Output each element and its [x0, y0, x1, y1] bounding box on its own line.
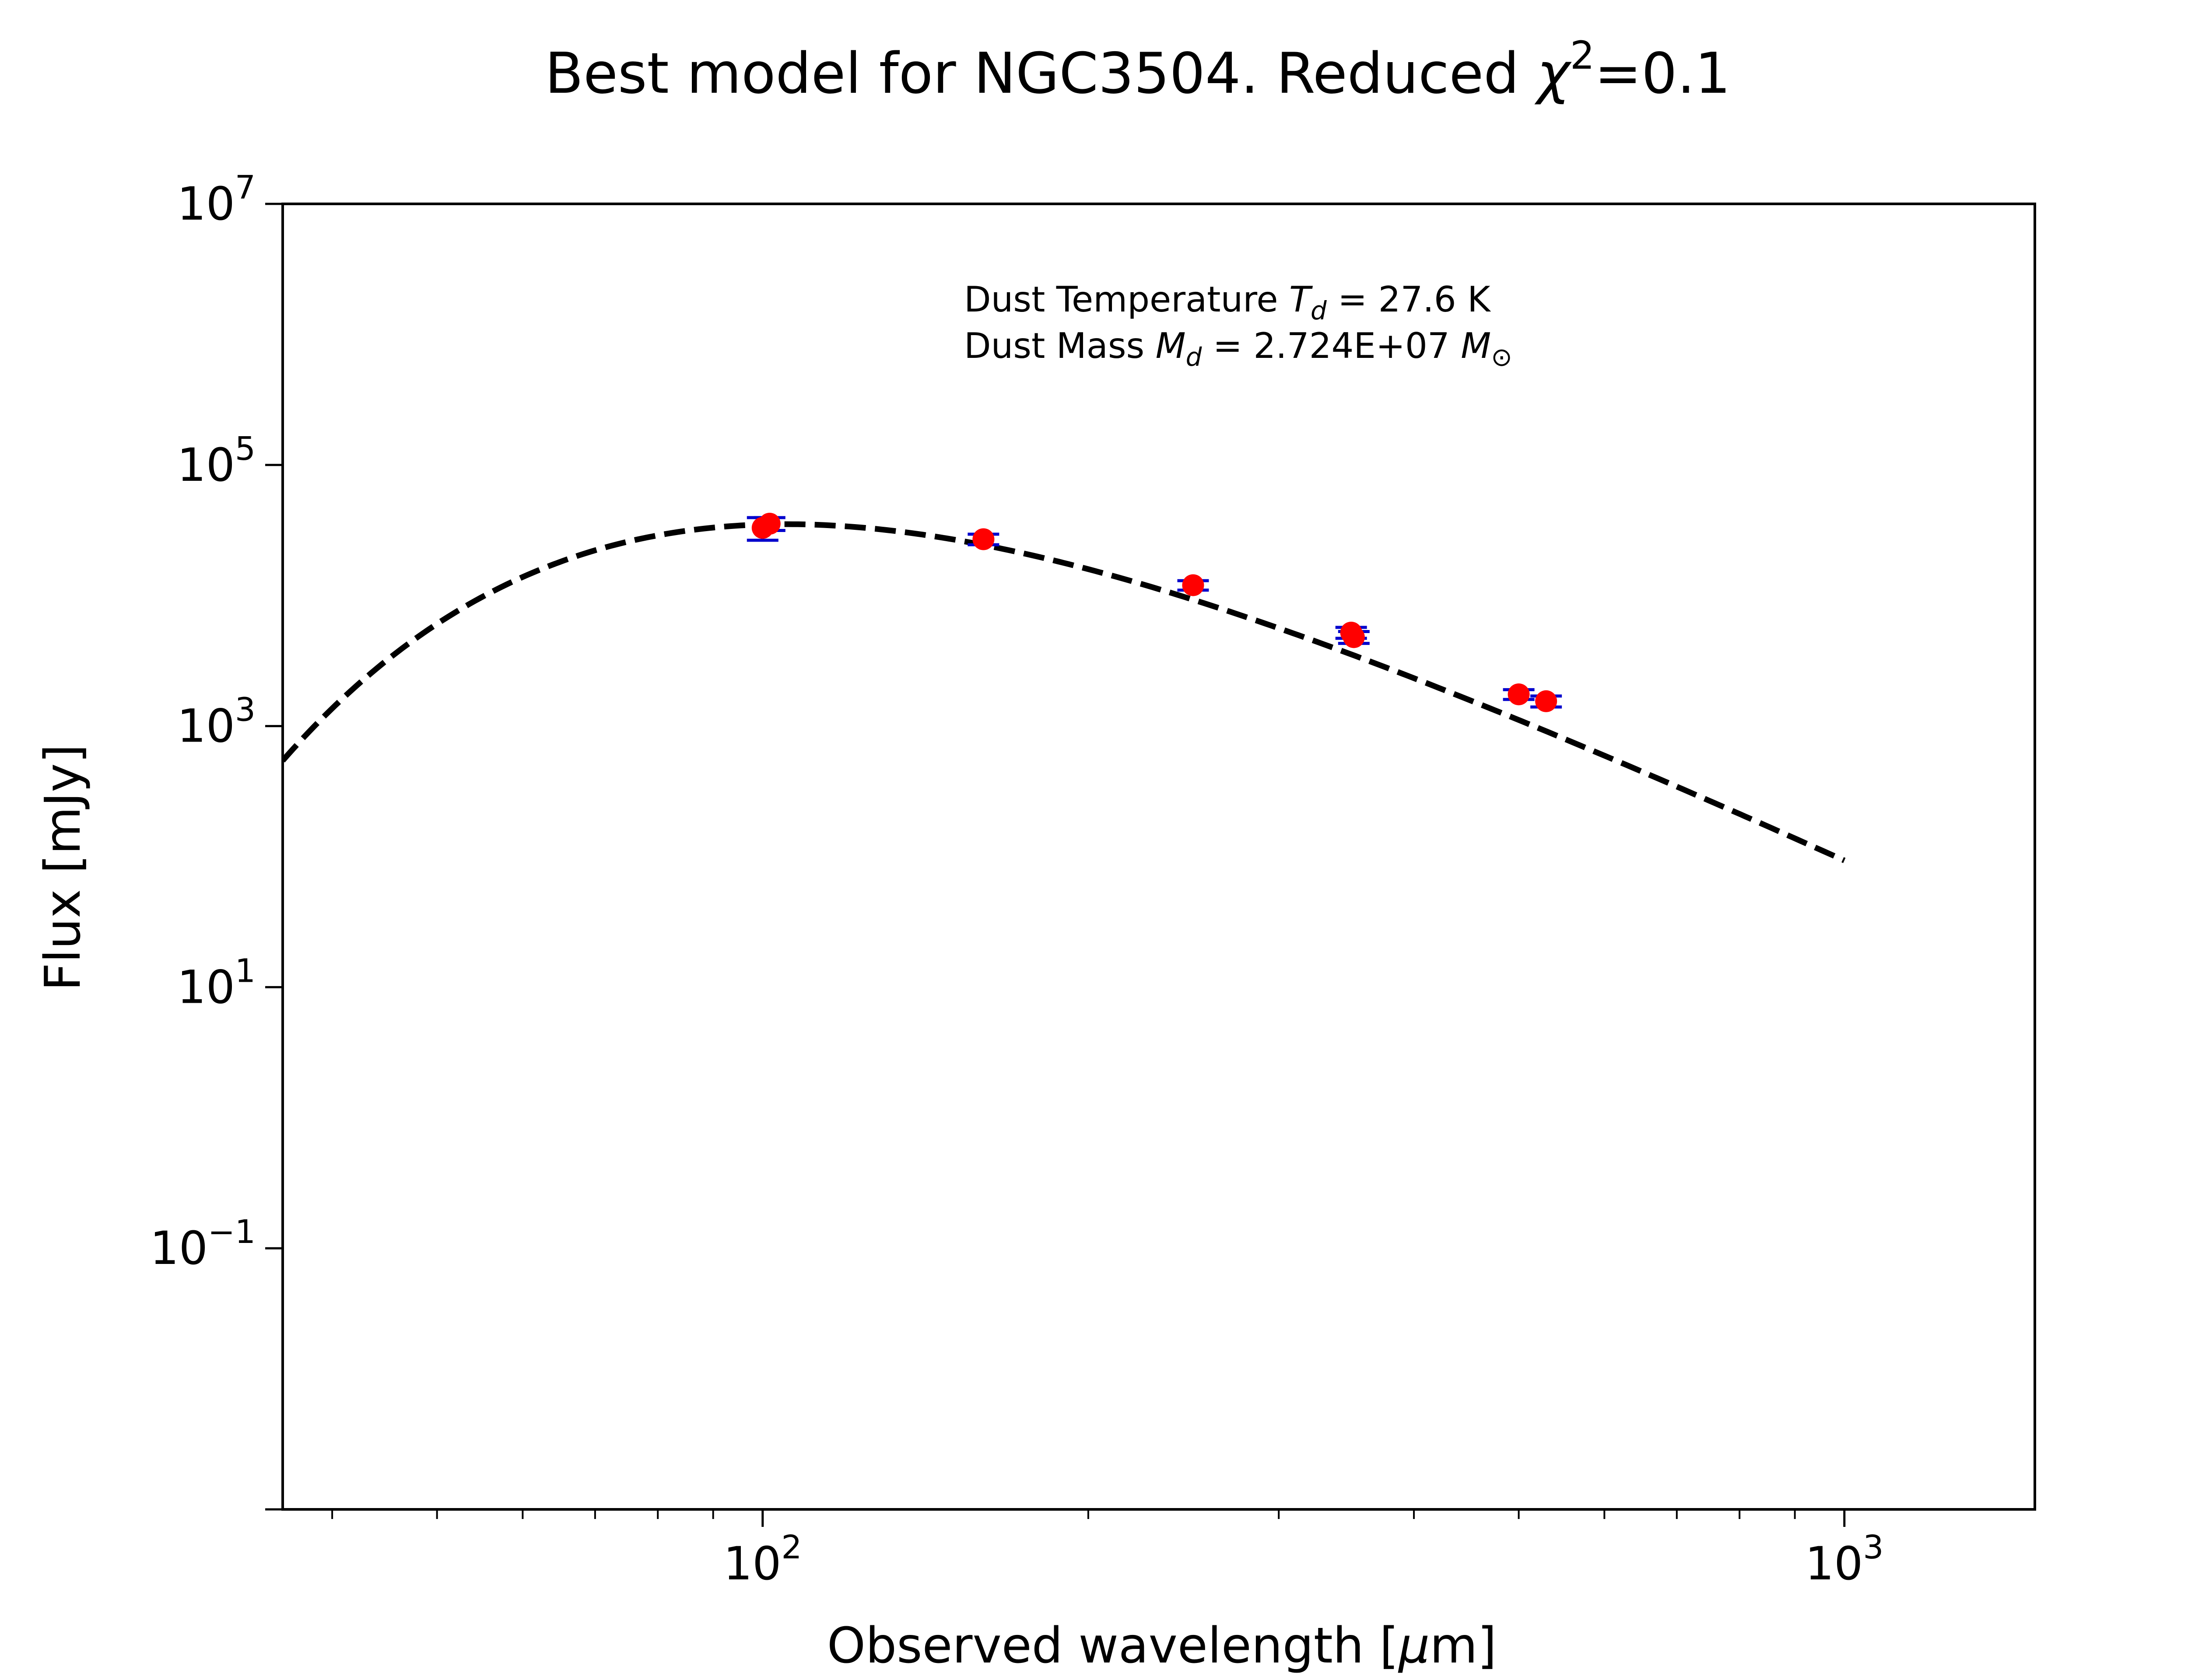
- data-point-1: [758, 513, 781, 535]
- model-curve: [283, 521, 1846, 863]
- y-tick-label-2: 103: [177, 691, 256, 753]
- x-tick-label-1: 103: [1805, 1529, 1883, 1590]
- data-point-6: [1508, 683, 1530, 706]
- axes-frame: [281, 203, 2036, 1511]
- plot-area: 102 103 107 105 103 101 10−1: [150, 169, 2036, 1590]
- data-point-3: [1182, 574, 1204, 596]
- y-tick-label-3: 101: [177, 952, 256, 1014]
- annotation-dust-mass: Dust Mass Md = 2.724E+07 M⊙: [964, 326, 1512, 372]
- x-axis-label: Observed wavelength [μm]: [827, 1617, 1497, 1674]
- y-tick-label-0: 107: [177, 169, 256, 231]
- chart-title: Best model for NGC3504. Reduced χ2=0.1: [545, 33, 1730, 106]
- y-axis-label: Flux [mJy]: [35, 744, 91, 991]
- y-tick-label-1: 105: [177, 430, 256, 492]
- data-point-5: [1343, 626, 1365, 648]
- data-point-2: [972, 528, 995, 550]
- data-point-7: [1535, 690, 1557, 712]
- y-tick-label-4: 10−1: [150, 1213, 256, 1275]
- annotation-dust-temperature: Dust Temperature Td = 27.6 K: [964, 279, 1491, 326]
- x-tick-label-0: 102: [723, 1529, 802, 1590]
